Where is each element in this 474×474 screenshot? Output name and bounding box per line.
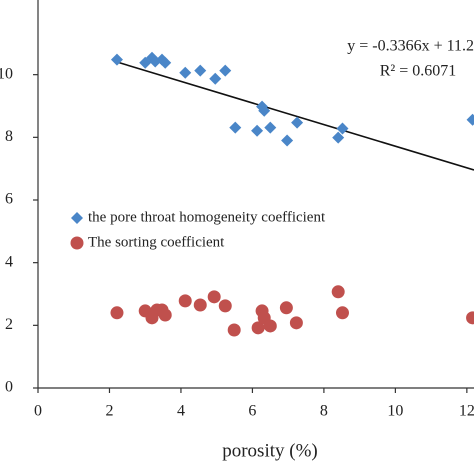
point <box>194 64 207 77</box>
point <box>179 66 192 79</box>
point <box>219 64 232 77</box>
y-tick-label: 8 <box>5 128 13 145</box>
point <box>281 134 294 147</box>
equation: y = -0.3366x + 11.2 <box>347 38 474 55</box>
r-squared: R² = 0.6071 <box>380 63 457 80</box>
point <box>335 306 349 320</box>
point <box>466 113 474 126</box>
point <box>263 319 277 333</box>
point <box>279 301 293 315</box>
x-tick-label: 4 <box>177 403 185 420</box>
x-tick-label: 8 <box>320 403 328 420</box>
point <box>264 121 277 134</box>
point <box>251 321 265 335</box>
point <box>331 285 345 299</box>
legend-marker <box>70 236 84 250</box>
legend-marker <box>71 212 83 224</box>
x-tick-label: 0 <box>34 403 42 420</box>
y-tick-label: 10 <box>0 65 13 82</box>
x-tick-label: 10 <box>387 403 403 420</box>
y-tick-label: 0 <box>5 379 13 396</box>
point <box>193 298 207 312</box>
point <box>209 72 222 85</box>
x-tick-label: 6 <box>248 403 256 420</box>
point <box>336 122 349 135</box>
y-tick-label: 4 <box>5 253 13 270</box>
point <box>218 299 232 313</box>
point <box>291 116 304 129</box>
point <box>110 53 123 66</box>
point <box>158 308 172 322</box>
x-tick-label: 2 <box>105 403 113 420</box>
point <box>229 121 242 134</box>
legend-label: the pore throat homogeneity coefficient <box>88 209 326 225</box>
point <box>251 124 264 137</box>
point <box>466 311 474 325</box>
point <box>289 316 303 330</box>
point <box>159 56 172 69</box>
legend-label: The sorting coefficient <box>88 234 225 250</box>
point <box>178 294 192 308</box>
point <box>227 323 241 337</box>
point <box>207 290 221 304</box>
trend-line <box>116 61 474 171</box>
y-tick-label: 6 <box>5 191 13 208</box>
x-axis-label: porosity (%) <box>222 440 318 461</box>
point <box>110 306 124 320</box>
x-tick-label: 12 <box>459 403 474 420</box>
point <box>332 131 345 144</box>
point <box>258 104 271 117</box>
y-tick-label: 2 <box>5 316 13 333</box>
